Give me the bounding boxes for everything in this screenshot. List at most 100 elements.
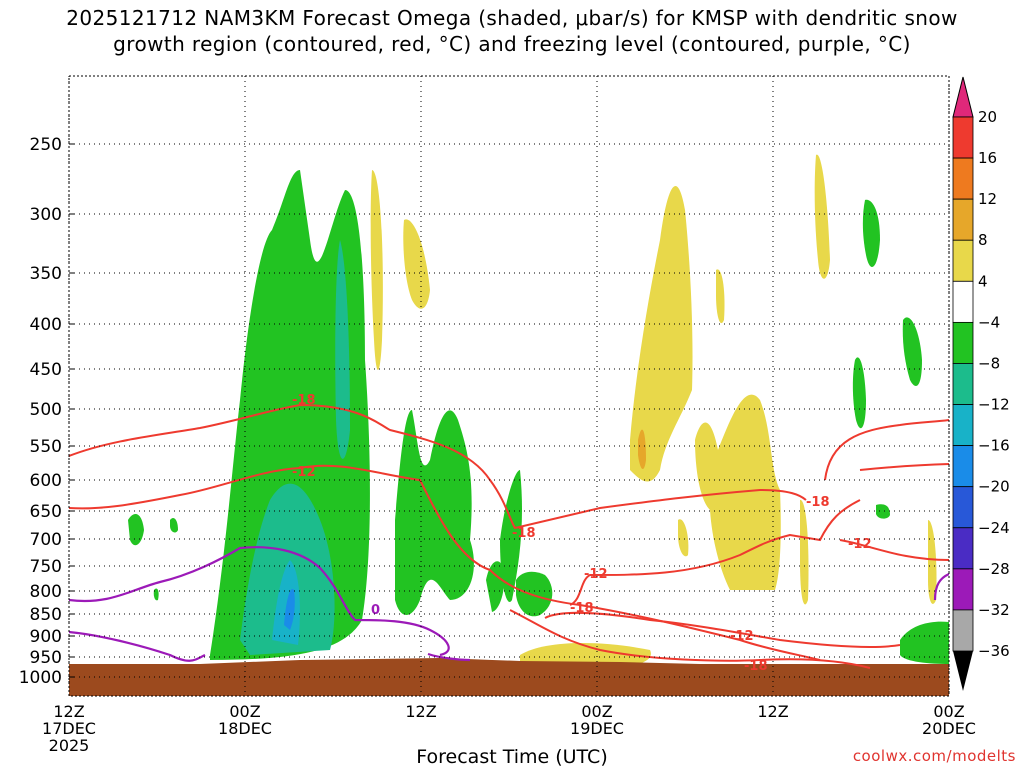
- colorbar-swatch: [952, 157, 974, 200]
- colorbar-label: 4: [978, 272, 988, 290]
- colorbar-swatch: [952, 239, 974, 282]
- y-tick-label: 900: [30, 627, 62, 647]
- omega-sinking-region: [403, 219, 430, 309]
- pressure-gridlines: [69, 143, 949, 678]
- x-tick-label: 2025: [49, 736, 90, 755]
- omega-rising-region: [395, 410, 474, 615]
- y-tick-label: 350: [30, 264, 62, 284]
- plot-frame: [68, 75, 950, 697]
- omega-rising-region: [902, 317, 922, 386]
- colorbar-label: 16: [978, 149, 997, 167]
- y-tick-label: 600: [30, 471, 62, 491]
- omega-rising-region: [862, 199, 880, 267]
- omega-sinking-region: [716, 269, 725, 324]
- colorbar-label: −36: [978, 642, 1010, 660]
- contour-label: -18: [570, 601, 594, 616]
- source-credit: coolwx.com/modelts: [852, 747, 1016, 765]
- colorbar-label: −20: [978, 478, 1010, 496]
- x-tick-label: 12Z: [405, 702, 436, 721]
- omega-rising-region: [128, 514, 144, 546]
- dendritic-contours: [69, 403, 949, 669]
- y-tick-label: 1000: [19, 668, 62, 688]
- y-tick-label: 500: [30, 400, 62, 420]
- omega-rising-region: [272, 560, 300, 645]
- colorbar-label: −28: [978, 560, 1010, 578]
- colorbar-swatch: [952, 568, 974, 611]
- omega-sinking-region: [678, 519, 689, 557]
- colorbar-top-arrow: [952, 76, 974, 118]
- y-tick-label: 300: [30, 205, 62, 225]
- omega-rising-region: [900, 621, 949, 664]
- omega-shading: [128, 154, 949, 668]
- ground-top-edge: [69, 658, 949, 670]
- y-tick-label: 700: [30, 530, 62, 550]
- x-axis-title: Forecast Time (UTC): [416, 746, 608, 768]
- omega-rising-region: [852, 357, 866, 429]
- y-tick-label: 650: [30, 502, 62, 522]
- chart-title-line-1: 2025121712 NAM3KM Forecast Omega (shaded…: [66, 6, 958, 30]
- y-tick-label: 800: [30, 582, 62, 602]
- y-tick-label: 950: [30, 648, 62, 668]
- x-tick-label: 17DEC: [42, 719, 96, 738]
- colorbar-label: 8: [978, 231, 988, 249]
- omega-sinking-region: [630, 186, 693, 482]
- colorbar-swatch: [952, 445, 974, 488]
- omega-sinking-region: [370, 170, 383, 370]
- contour-label: -18: [806, 495, 830, 510]
- x-tick-label: 12Z: [757, 702, 788, 721]
- colorbar-swatch: [952, 280, 974, 323]
- contour-label: -12: [730, 629, 754, 644]
- omega-rising-region: [284, 589, 295, 630]
- chart-title-line-2: growth region (contoured, red, °C) and f…: [113, 32, 911, 56]
- y-tick-label: 450: [30, 360, 62, 380]
- contour-label: -12: [584, 567, 608, 582]
- x-tick-label: 20DEC: [922, 719, 976, 738]
- colorbar-swatch: [952, 198, 974, 241]
- omega-rising-region: [876, 504, 890, 519]
- omega-rising-region: [153, 588, 159, 601]
- omega-rising-region: [210, 170, 370, 660]
- colorbar-label: 20: [978, 108, 997, 126]
- omega-sinking-region: [928, 520, 937, 604]
- omega-sinking-region: [814, 154, 830, 279]
- contour-labels: -18 -12 -18 -12 -18 -12 -18 -12 -18 0: [292, 393, 872, 674]
- contour-label: -18: [744, 659, 768, 674]
- colorbar-swatch: [952, 363, 974, 405]
- omega-sinking-region: [638, 429, 646, 470]
- contour-label: -12: [292, 465, 316, 480]
- colorbar-label: −32: [978, 601, 1010, 619]
- y-tick-label: 400: [30, 315, 62, 335]
- omega-rising-region: [335, 240, 350, 459]
- colorbar-swatch: [952, 527, 974, 570]
- y-tick-label: 850: [30, 605, 62, 625]
- colorbar-swatch: [952, 486, 974, 529]
- y-tick-label: 550: [30, 437, 62, 457]
- colorbar-bottom-arrow: [953, 651, 973, 691]
- x-tick-label: 00Z: [933, 702, 964, 721]
- omega-sinking-region: [800, 499, 809, 605]
- contour-label: -18: [292, 393, 316, 408]
- omega-rising-region: [500, 470, 523, 602]
- y-tick-label: 250: [30, 135, 62, 155]
- colorbar-swatch: [952, 321, 974, 364]
- omega-rising-region: [170, 518, 178, 533]
- colorbar: 20 16 12 8 4 −4 −8 −12 −16 −20 −24 −28 −32 −36: [952, 76, 1010, 691]
- colorbar-swatch: [952, 404, 974, 447]
- y-axis-tick-labels: 2503003504004505005506006507007508008509…: [19, 135, 75, 688]
- omega-rising-region: [516, 571, 553, 617]
- omega-rising-region: [486, 561, 505, 612]
- x-tick-label: 12Z: [53, 702, 84, 721]
- colorbar-label: −16: [978, 437, 1010, 455]
- contour-label: 0: [371, 603, 380, 618]
- x-tick-label: 00Z: [581, 702, 612, 721]
- contour-label: -18: [512, 526, 536, 541]
- x-tick-label: 00Z: [229, 702, 260, 721]
- x-tick-label: 18DEC: [218, 719, 272, 738]
- colorbar-label: −12: [978, 396, 1010, 414]
- colorbar-label: 12: [978, 190, 997, 208]
- contour-label: -12: [848, 537, 872, 552]
- x-tick-label: 19DEC: [570, 719, 624, 738]
- colorbar-label: −8: [978, 354, 1000, 372]
